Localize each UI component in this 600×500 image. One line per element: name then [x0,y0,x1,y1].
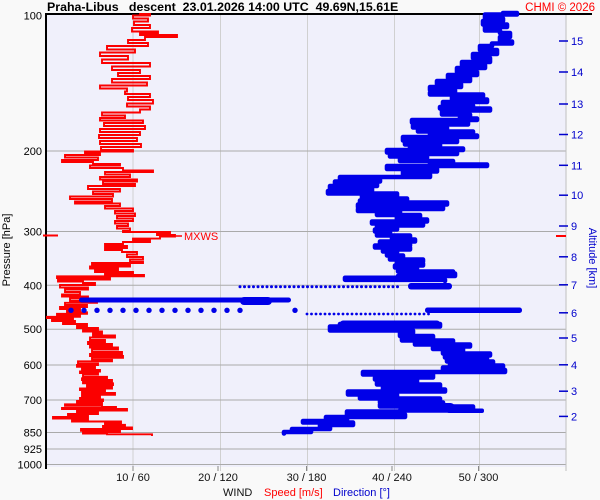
svg-text:9: 9 [571,221,577,233]
svg-text:1000: 1000 [18,460,42,472]
svg-text:5: 5 [571,333,577,345]
svg-text:WIND: WIND [223,487,252,499]
svg-text:Praha-Libus descent 23.01.2: Praha-Libus descent 23.01.2026 14:00 UTC… [47,0,398,14]
svg-text:CHMI © 2026: CHMI © 2026 [525,2,595,14]
svg-text:100: 100 [24,11,42,23]
svg-text:Speed [m/s]: Speed [m/s] [264,487,323,499]
svg-text:7: 7 [571,280,577,292]
svg-text:40 / 240: 40 / 240 [372,472,412,484]
svg-text:20 / 120: 20 / 120 [198,472,238,484]
svg-text:Altitude [km]: Altitude [km] [586,228,598,289]
svg-text:400: 400 [24,280,42,292]
svg-text:200: 200 [24,146,42,158]
svg-text:3: 3 [571,386,577,398]
svg-text:4: 4 [571,360,577,372]
svg-text:14: 14 [571,67,583,79]
svg-text:850: 850 [24,428,42,440]
svg-text:700: 700 [24,395,42,407]
svg-text:8: 8 [571,252,577,264]
svg-text:30 / 180: 30 / 180 [287,472,327,484]
svg-text:2: 2 [571,411,577,423]
svg-text:10: 10 [571,190,583,202]
svg-text:MXWS: MXWS [184,231,218,243]
svg-text:Direction [°]: Direction [°] [333,487,390,499]
svg-text:6: 6 [571,308,577,320]
svg-text:12: 12 [571,130,583,142]
svg-text:Pressure [hPa]: Pressure [hPa] [1,214,13,287]
svg-text:13: 13 [571,99,583,111]
svg-text:10 / 60: 10 / 60 [116,472,150,484]
svg-text:300: 300 [24,227,42,239]
svg-text:925: 925 [24,444,42,456]
svg-text:50 / 300: 50 / 300 [459,472,499,484]
svg-text:15: 15 [571,36,583,48]
svg-text:11: 11 [571,160,582,172]
svg-text:500: 500 [24,324,42,336]
svg-text:600: 600 [24,360,42,372]
